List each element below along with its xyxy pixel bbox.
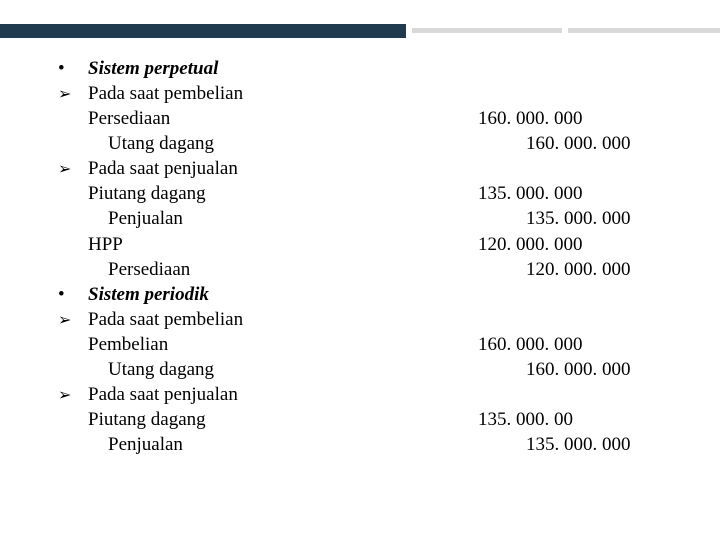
line-text: Pembelian — [88, 332, 478, 357]
header-bar — [0, 24, 720, 38]
bullet — [58, 206, 88, 231]
line-text: HPP — [88, 232, 478, 257]
content-line: Persediaan120. 000. 000 — [58, 257, 678, 282]
bullet — [58, 332, 88, 357]
bar-light-1 — [412, 28, 562, 33]
line-text: Pada saat pembelian — [88, 81, 478, 106]
content-line: ➢Pada saat penjualan — [58, 382, 678, 407]
content-line: Utang dagang160. 000. 000 — [58, 357, 678, 382]
line-text: Utang dagang — [88, 357, 478, 382]
content-line: •Sistem perpetual — [58, 56, 678, 81]
bullet — [58, 181, 88, 206]
line-amount: 135. 000. 00 — [478, 407, 678, 432]
line-text: Sistem periodik — [88, 282, 478, 307]
line-amount: 160. 000. 000 — [478, 131, 678, 156]
line-amount: 135. 000. 000 — [478, 206, 678, 231]
line-text: Pada saat penjualan — [88, 382, 478, 407]
line-amount: 160. 000. 000 — [478, 106, 678, 131]
line-amount: 120. 000. 000 — [478, 232, 678, 257]
bar-dark — [0, 24, 406, 38]
bullet: ➢ — [58, 382, 88, 407]
bullet: • — [58, 56, 88, 81]
line-text: Persediaan — [88, 257, 478, 282]
line-text: Penjualan — [88, 206, 478, 231]
line-amount — [478, 307, 678, 332]
content-line: Piutang dagang135. 000. 000 — [58, 181, 678, 206]
line-amount: 160. 000. 000 — [478, 357, 678, 382]
line-amount: 120. 000. 000 — [478, 257, 678, 282]
line-text: Penjualan — [88, 432, 478, 457]
line-amount — [478, 382, 678, 407]
bullet — [58, 432, 88, 457]
content-line: •Sistem periodik — [58, 282, 678, 307]
line-amount — [478, 282, 678, 307]
line-amount — [478, 156, 678, 181]
line-amount: 135. 000. 000 — [478, 432, 678, 457]
line-amount: 160. 000. 000 — [478, 332, 678, 357]
line-amount — [478, 56, 678, 81]
line-amount — [478, 81, 678, 106]
content-line: Pembelian160. 000. 000 — [58, 332, 678, 357]
content-line: ➢Pada saat pembelian — [58, 81, 678, 106]
bullet — [58, 106, 88, 131]
line-amount: 135. 000. 000 — [478, 181, 678, 206]
bullet — [58, 131, 88, 156]
bar-light-2 — [568, 28, 720, 33]
bullet — [58, 407, 88, 432]
content-line: Penjualan135. 000. 000 — [58, 206, 678, 231]
line-text: Pada saat pembelian — [88, 307, 478, 332]
content-line: ➢Pada saat penjualan — [58, 156, 678, 181]
content-line: Piutang dagang135. 000. 00 — [58, 407, 678, 432]
line-text: Pada saat penjualan — [88, 156, 478, 181]
line-text: Piutang dagang — [88, 181, 478, 206]
bullet — [58, 232, 88, 257]
content-line: Utang dagang160. 000. 000 — [58, 131, 678, 156]
content-line: HPP120. 000. 000 — [58, 232, 678, 257]
bullet: ➢ — [58, 81, 88, 106]
line-text: Sistem perpetual — [88, 56, 478, 81]
line-text: Piutang dagang — [88, 407, 478, 432]
content-line: Persediaan160. 000. 000 — [58, 106, 678, 131]
bullet: ➢ — [58, 307, 88, 332]
bullet — [58, 257, 88, 282]
bullet — [58, 357, 88, 382]
content-line: ➢Pada saat pembelian — [58, 307, 678, 332]
bullet: • — [58, 282, 88, 307]
line-text: Persediaan — [88, 106, 478, 131]
bullet: ➢ — [58, 156, 88, 181]
slide-content: •Sistem perpetual➢Pada saat pembelianPer… — [58, 56, 678, 457]
line-text: Utang dagang — [88, 131, 478, 156]
content-line: Penjualan135. 000. 000 — [58, 432, 678, 457]
